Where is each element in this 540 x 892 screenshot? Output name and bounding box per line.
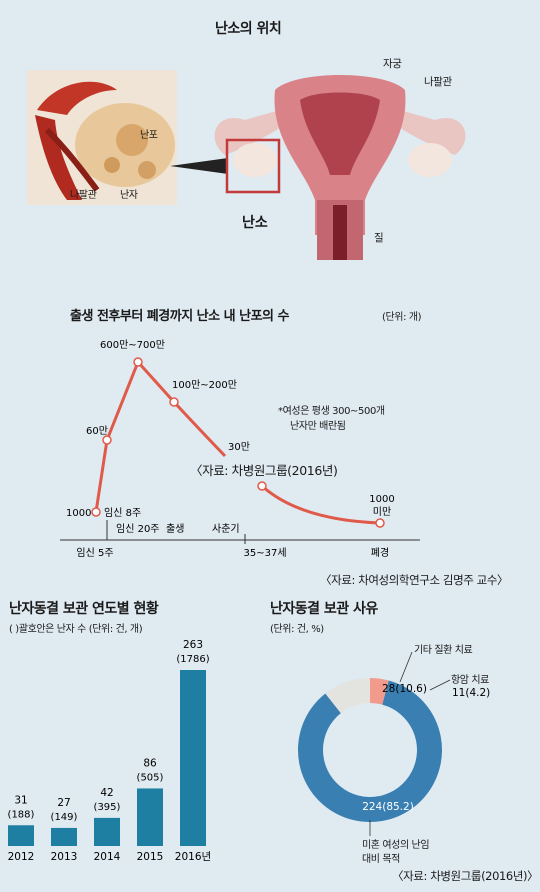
- donut-label-single-1: 미혼 여성의 난임: [362, 840, 430, 851]
- donut-value-label: 28(10.6): [382, 683, 427, 695]
- bar-chart-title: 난자동결 보관 연도별 현황: [9, 601, 159, 617]
- uterus-illustration: [214, 75, 466, 260]
- leader-line: [399, 651, 413, 683]
- line-series-path-tail: [261, 484, 381, 525]
- line-point-label: 600만~700만: [100, 339, 165, 351]
- donut-slice: [298, 680, 442, 822]
- line-chart-unit: (단위: 개): [382, 312, 422, 323]
- bar-category-label: 2012: [8, 851, 35, 863]
- ovary-closeup-image: [27, 70, 177, 205]
- donut-value-label: 11(4.2): [452, 687, 490, 699]
- bar: [94, 817, 120, 846]
- donut-slice: [370, 678, 389, 705]
- line-point-label: 1000: [369, 494, 394, 505]
- line-point-label: 60만: [86, 425, 108, 437]
- bar-sub-label: (149): [51, 812, 78, 823]
- leader-line: [429, 679, 451, 691]
- donut-label-single-2: 대비 목적: [362, 854, 400, 865]
- label-egg: 난자: [120, 190, 138, 201]
- label-uterus: 자궁: [383, 58, 402, 70]
- bar: [8, 825, 34, 846]
- line-note-1: *여성은 평생 300~500개: [278, 406, 385, 417]
- line-note-2: 난자만 배란됨: [290, 421, 346, 432]
- line-outer-source: 〈자료: 차여성의학연구소 김명주 교수〉: [320, 573, 509, 587]
- bar-value-label: 263: [183, 639, 203, 651]
- label-tube: 나팔관: [424, 76, 452, 88]
- donut-label-other: 기타 질환 치료: [414, 645, 473, 656]
- upper-axis-label: 임신 8주: [104, 506, 141, 519]
- donut-chart-title: 난자동결 보관 사유: [270, 601, 378, 617]
- line-point-label: 1000: [66, 508, 91, 519]
- bar-value-label: 86: [143, 757, 157, 769]
- line-point: [133, 357, 143, 367]
- line-inner-source: 〈자료: 차병원그룹(2016년): [190, 463, 338, 478]
- bar-chart-subtitle: ( )괄호안은 난자 수 (단위: 건, 개): [9, 624, 143, 635]
- line-point-label: 30만: [228, 441, 250, 453]
- line-point-label: 100만~200만: [172, 379, 237, 391]
- line-point: [257, 481, 267, 491]
- donut-slice: [325, 678, 370, 714]
- donut-value-label: 224(85.2): [362, 801, 414, 813]
- line-chart-title: 출생 전후부터 폐경까지 난소 내 난포의 수: [70, 309, 289, 324]
- upper-axis-label: 출생: [166, 523, 184, 535]
- bar-value-label: 31: [14, 794, 27, 806]
- x-axis-label: 35~37세: [243, 547, 286, 559]
- donut-label-chemo: 항암 치료: [451, 675, 489, 686]
- connector-line: [170, 158, 228, 174]
- bar-sub-label: (188): [8, 809, 35, 820]
- bar-category-label: 2014: [94, 851, 121, 863]
- bar-category-label: 2016년: [175, 851, 211, 863]
- line-point: [91, 507, 101, 517]
- bar-sub-label: (1786): [176, 654, 209, 665]
- bar: [137, 788, 163, 846]
- bar-category-label: 2015: [137, 851, 164, 863]
- x-axis-label: 폐경: [371, 546, 389, 559]
- bar-sub-label: (395): [94, 802, 121, 813]
- line-series-path: [94, 359, 227, 513]
- label-follicle: 난포: [140, 130, 158, 141]
- line-point: [169, 397, 179, 407]
- line-point: [102, 435, 112, 445]
- label-ovary: 난소: [242, 215, 268, 231]
- label-vagina: 질: [374, 232, 384, 244]
- donut-chart-unit: (단위: 건, %): [270, 624, 324, 635]
- line-point-label: 미만: [373, 506, 391, 518]
- bar: [51, 827, 77, 846]
- donut-source: 〈자료: 차병원그룹(2016년)〉: [392, 869, 539, 883]
- label-inset-tube: 나팔관: [70, 190, 97, 201]
- top-title: 난소의 위치: [215, 21, 282, 37]
- bar-chart: 31 (188) 2012 27 (149) 2013 42 (395) 2014 86 (505)…: [8, 639, 212, 863]
- donut-chart: 28(10.6) 11(4.2) 224(85.2): [298, 651, 490, 836]
- upper-axis-label: 사춘기: [212, 523, 240, 535]
- line-point: [375, 518, 385, 528]
- upper-axis-label: 임신 20주: [116, 522, 160, 535]
- bar-category-label: 2013: [51, 851, 78, 863]
- bar-value-label: 27: [57, 797, 70, 809]
- bar-sub-label: (505): [137, 772, 164, 783]
- bar-value-label: 42: [100, 787, 113, 799]
- ovary-closeup-illustration: [35, 81, 175, 200]
- bar: [180, 670, 206, 846]
- x-axis-label: 임신 5주: [76, 546, 113, 559]
